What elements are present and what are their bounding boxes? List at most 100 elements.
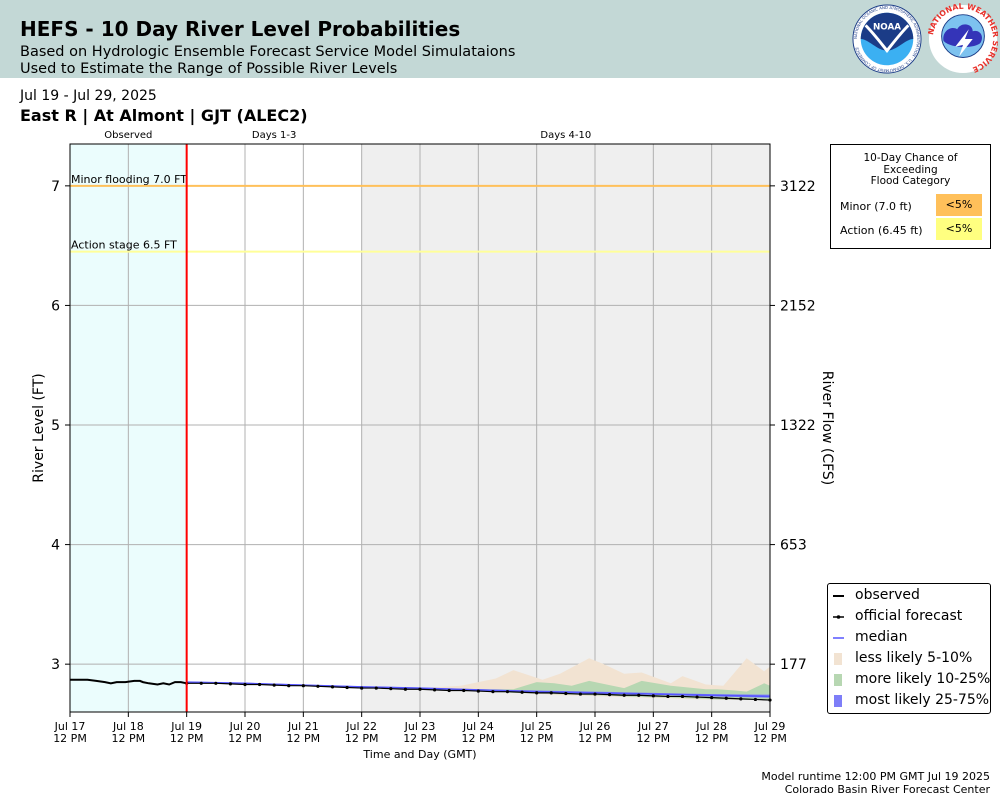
legend-label-most-likely: most likely 25-75% [855, 692, 990, 708]
legend-item-more-likely: more likely 10-25% [832, 670, 991, 690]
page-title: HEFS - 10 Day River Level Probabilities [20, 17, 461, 41]
x-tick-label-11: Jul 28 [695, 720, 727, 733]
forecast-point [680, 694, 685, 699]
period-label-2: Days 4-10 [540, 130, 591, 141]
x-axis-label: Time and Day (GMT) [362, 748, 476, 761]
action-exceedance-value: <5% [936, 218, 982, 240]
x-tick-label-7: Jul 24 [462, 720, 494, 733]
header-banner: HEFS - 10 Day River Level Probabilities … [0, 0, 1000, 78]
forecast-point [199, 681, 203, 685]
minor-exceedance-label: Minor (7.0 ft) [840, 200, 912, 213]
x-tick-sublabel-12: 12 PM [753, 732, 787, 745]
x-tick-sublabel-8: 12 PM [520, 732, 554, 745]
threshold-label-1: Action stage 6.5 FT [71, 239, 177, 252]
forecast-point [739, 697, 743, 701]
forecast-point [301, 684, 305, 688]
date-range: Jul 19 - Jul 29, 2025 [20, 88, 157, 104]
forecast-point [476, 689, 480, 693]
x-tick-sublabel-3: 12 PM [228, 732, 262, 745]
y2-tick-label-4: 3122 [780, 179, 816, 195]
forecast-point [535, 691, 539, 695]
x-tick-sublabel-10: 12 PM [637, 732, 671, 745]
x-tick-sublabel-9: 12 PM [578, 732, 612, 745]
less-likely-swatch-icon [834, 653, 842, 665]
exceedance-title-line-2: Exceeding [883, 163, 938, 176]
x-tick-label-3: Jul 20 [229, 720, 261, 733]
legend-label-more-likely: more likely 10-25% [855, 671, 991, 687]
action-exceedance-label: Action (6.45 ft) [840, 224, 923, 237]
gauge-title: East R | At Almont | GJT (ALEC2) [20, 106, 308, 125]
y2-axis-label: River Flow (CFS) [819, 371, 835, 486]
exceedance-title-line-1: 10-Day Chance of [863, 152, 958, 164]
median-line-icon [833, 637, 844, 639]
forecast-point [389, 687, 393, 691]
y-tick-label-1: 4 [51, 538, 60, 554]
y2-tick-label-1: 653 [780, 538, 807, 554]
forecast-point [403, 687, 408, 691]
legend-item-less-likely: less likely 5-10% [832, 649, 988, 669]
forecast-point [287, 684, 291, 688]
most-likely-swatch-icon [834, 695, 842, 707]
forecast-point [753, 697, 758, 702]
x-tick-sublabel-1: 12 PM [112, 732, 146, 745]
forecast-point [462, 688, 466, 693]
observed-line-icon [833, 595, 844, 597]
page-subtitle-1: Based on Hydrologic Ensemble Forecast Se… [20, 44, 516, 60]
forecast-line-icon [833, 615, 844, 619]
x-tick-label-9: Jul 26 [579, 720, 611, 733]
y-tick-label-3: 6 [51, 298, 60, 314]
forecast-point [710, 696, 714, 700]
forecast-point [651, 694, 655, 698]
footer-rfc-name: Colorado Basin River Forecast Center [784, 783, 990, 796]
noaa-logo-icon[interactable]: NATIONAL OCEANIC AND ATMOSPHERIC ADMINIS… [852, 3, 922, 75]
legend-label-less-likely: less likely 5-10% [855, 650, 973, 666]
x-tick-label-2: Jul 19 [170, 720, 202, 733]
x-tick-sublabel-0: 12 PM [53, 732, 87, 745]
chart-legend: observed official forecast median less l… [827, 583, 991, 714]
forecast-point [374, 686, 378, 690]
forecast-point [432, 688, 437, 692]
forecast-point [316, 684, 320, 688]
x-tick-sublabel-7: 12 PM [462, 732, 496, 745]
x-tick-sublabel-2: 12 PM [170, 732, 204, 745]
forecast-point [666, 694, 670, 699]
forecast-point [491, 690, 495, 694]
page-subtitle-2: Used to Estimate the Range of Possible R… [20, 61, 398, 77]
forecast-point [505, 690, 510, 694]
forecast-point [549, 691, 553, 695]
x-tick-label-6: Jul 23 [404, 720, 436, 733]
svg-text:NOAA: NOAA [873, 22, 901, 32]
forecast-point [695, 695, 699, 699]
legend-label-median: median [855, 629, 908, 645]
forecast-point [578, 692, 583, 696]
forecast-point [345, 685, 349, 690]
forecast-point [564, 691, 568, 696]
y-tick-label-2: 5 [51, 418, 60, 434]
legend-item-most-likely: most likely 25-75% [832, 691, 990, 711]
x-tick-label-8: Jul 25 [520, 720, 552, 733]
y2-tick-label-0: 177 [780, 657, 807, 673]
footer-model-runtime: Model runtime 12:00 PM GMT Jul 19 2025 [761, 770, 990, 783]
more-likely-swatch-icon [834, 674, 842, 686]
minor-exceedance-value: <5% [936, 194, 982, 216]
forecast-point [214, 681, 218, 685]
exceedance-box: 10-Day Chance of Exceeding Flood Categor… [830, 144, 991, 249]
forecast-point [272, 683, 276, 687]
y-tick-label-4: 7 [51, 179, 60, 195]
forecast-point [257, 682, 262, 687]
x-tick-sublabel-6: 12 PM [403, 732, 437, 745]
x-tick-label-10: Jul 27 [637, 720, 669, 733]
forecast-point [447, 688, 451, 693]
forecast-point [724, 696, 728, 700]
threshold-label-0: Minor flooding 7.0 FT [71, 173, 187, 186]
period-bg-1 [186, 144, 362, 712]
legend-item-official-forecast: official forecast [832, 607, 988, 627]
x-tick-label-0: Jul 17 [54, 720, 86, 733]
forecast-point [520, 690, 524, 694]
x-tick-sublabel-4: 12 PM [287, 732, 321, 745]
exceedance-title-line-3: Flood Category [870, 175, 951, 187]
observed-line [70, 678, 187, 686]
forecast-point [637, 693, 641, 697]
